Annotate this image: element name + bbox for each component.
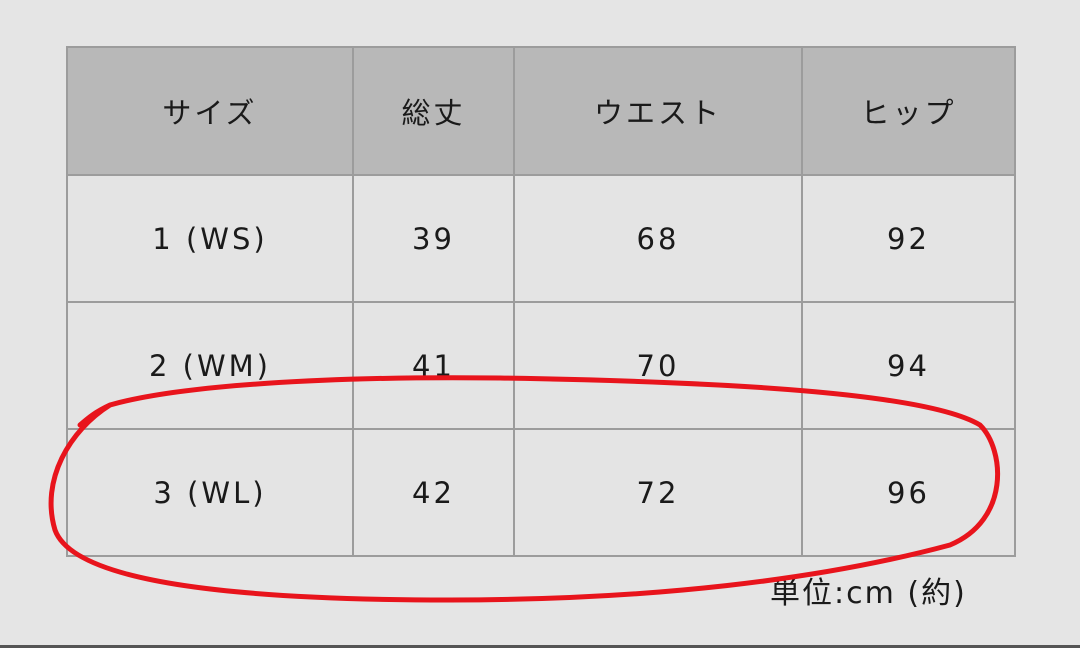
bottom-divider bbox=[0, 645, 1080, 648]
cell-waist: 72 bbox=[513, 428, 803, 557]
header-row: サイズ 総丈 ウエスト ヒップ bbox=[66, 46, 1016, 176]
cell-hip: 96 bbox=[801, 428, 1016, 557]
cell-size: 3 (WL) bbox=[66, 428, 354, 557]
table-row-highlighted: 3 (WL) 42 72 96 bbox=[66, 428, 1016, 557]
cell-size: 2 (WM) bbox=[66, 301, 354, 430]
table-row: 2 (WM) 41 70 94 bbox=[66, 301, 1016, 430]
size-table: サイズ 総丈 ウエスト ヒップ 1 (WS) 39 68 92 2 (WM) 4… bbox=[66, 46, 1016, 557]
header-hip: ヒップ bbox=[801, 46, 1016, 176]
cell-length: 39 bbox=[352, 174, 515, 303]
header-length: 総丈 bbox=[352, 46, 515, 176]
header-waist: ウエスト bbox=[513, 46, 803, 176]
table-row: 1 (WS) 39 68 92 bbox=[66, 174, 1016, 303]
cell-waist: 68 bbox=[513, 174, 803, 303]
cell-waist: 70 bbox=[513, 301, 803, 430]
cell-hip: 94 bbox=[801, 301, 1016, 430]
cell-length: 41 bbox=[352, 301, 515, 430]
cell-length: 42 bbox=[352, 428, 515, 557]
unit-note: 単位:cm (約) bbox=[770, 576, 967, 611]
header-size: サイズ bbox=[66, 46, 354, 176]
cell-size: 1 (WS) bbox=[66, 174, 354, 303]
cell-hip: 92 bbox=[801, 174, 1016, 303]
